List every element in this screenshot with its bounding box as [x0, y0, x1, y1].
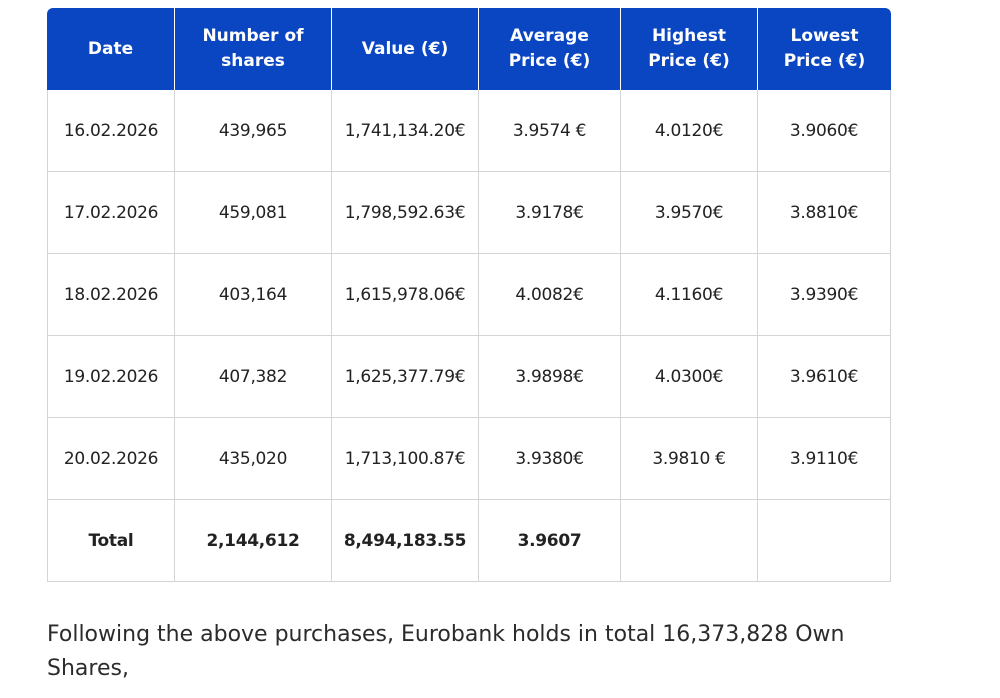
total-row: Total 2,144,612 8,494,183.55 3.9607	[47, 500, 891, 582]
table-cell: 3.9610€	[758, 336, 891, 418]
table-cell: 3.9570€	[621, 172, 758, 254]
table-cell: 17.02.2026	[47, 172, 175, 254]
table-cell: 1,741,134.20€	[332, 90, 479, 172]
purchases-table: Date Number of shares Value (€) Average Pri…	[47, 8, 891, 582]
table-cell: 4.0300€	[621, 336, 758, 418]
table-cell: 16.02.2026	[47, 90, 175, 172]
table-cell: 3.9810 €	[621, 418, 758, 500]
table-row: 17.02.2026 459,081 1,798,592.63€ 3.9178€ 3.9…	[47, 172, 891, 254]
total-cell: Total	[47, 500, 175, 582]
table-row: 20.02.2026 435,020 1,713,100.87€ 3.9380€ 3.9…	[47, 418, 891, 500]
table-cell: 4.0082€	[479, 254, 621, 336]
table-cell: 4.0120€	[621, 90, 758, 172]
table-cell: 3.9390€	[758, 254, 891, 336]
header-cell: Lowest Price (€)	[758, 8, 891, 90]
table-cell: 1,798,592.63€	[332, 172, 479, 254]
table-cell: 3.9380€	[479, 418, 621, 500]
table-cell: 3.9178€	[479, 172, 621, 254]
empty-cell	[758, 500, 891, 582]
table-cell: 3.9060€	[758, 90, 891, 172]
table-cell: 4.1160€	[621, 254, 758, 336]
table-cell: 18.02.2026	[47, 254, 175, 336]
table-row: 16.02.2026 439,965 1,741,134.20€ 3.9574 €4.…	[47, 90, 891, 172]
table-cell: 1,615,978.06€	[332, 254, 479, 336]
table-cell: 1,713,100.87€	[332, 418, 479, 500]
header-cell: Date	[47, 8, 175, 90]
total-cell: 3.9607	[479, 500, 621, 582]
empty-cell	[621, 500, 758, 582]
table-row: 19.02.2026 407,382 1,625,377.79€ 3.9898€ 4.0…	[47, 336, 891, 418]
table-cell: 1,625,377.79€	[332, 336, 479, 418]
header-cell: Average Price (€)	[479, 8, 621, 90]
table-cell: 3.9574 €	[479, 90, 621, 172]
table-cell: 403,164	[175, 254, 332, 336]
header-row: Date Number of shares Value (€) Average Pri…	[47, 8, 891, 90]
table-cell: 3.9110€	[758, 418, 891, 500]
table-cell: 407,382	[175, 336, 332, 418]
total-cell: 8,494,183.55	[332, 500, 479, 582]
header-cell: Value (€)	[332, 8, 479, 90]
table-cell: 3.8810€	[758, 172, 891, 254]
header-cell: Highest Price (€)	[621, 8, 758, 90]
table-cell: 439,965	[175, 90, 332, 172]
paragraph: Following the above purchases, Eurobank …	[47, 622, 845, 681]
table-cell: 459,081	[175, 172, 332, 254]
table-cell: 3.9898€	[479, 336, 621, 418]
total-cell: 2,144,612	[175, 500, 332, 582]
table-cell: 435,020	[175, 418, 332, 500]
table-body: 16.02.2026 439,965 1,741,134.20€ 3.9574 €4.…	[47, 90, 891, 582]
table-cell: 19.02.2026	[47, 336, 175, 418]
header-cell: Number of shares	[175, 8, 332, 90]
table-header: Date Number of shares Value (€) Average Pri…	[47, 8, 891, 90]
table-cell: 20.02.2026	[47, 418, 175, 500]
table-row: 18.02.2026 403,164 1,615,978.06€ 4.0082€ 4.1…	[47, 254, 891, 336]
